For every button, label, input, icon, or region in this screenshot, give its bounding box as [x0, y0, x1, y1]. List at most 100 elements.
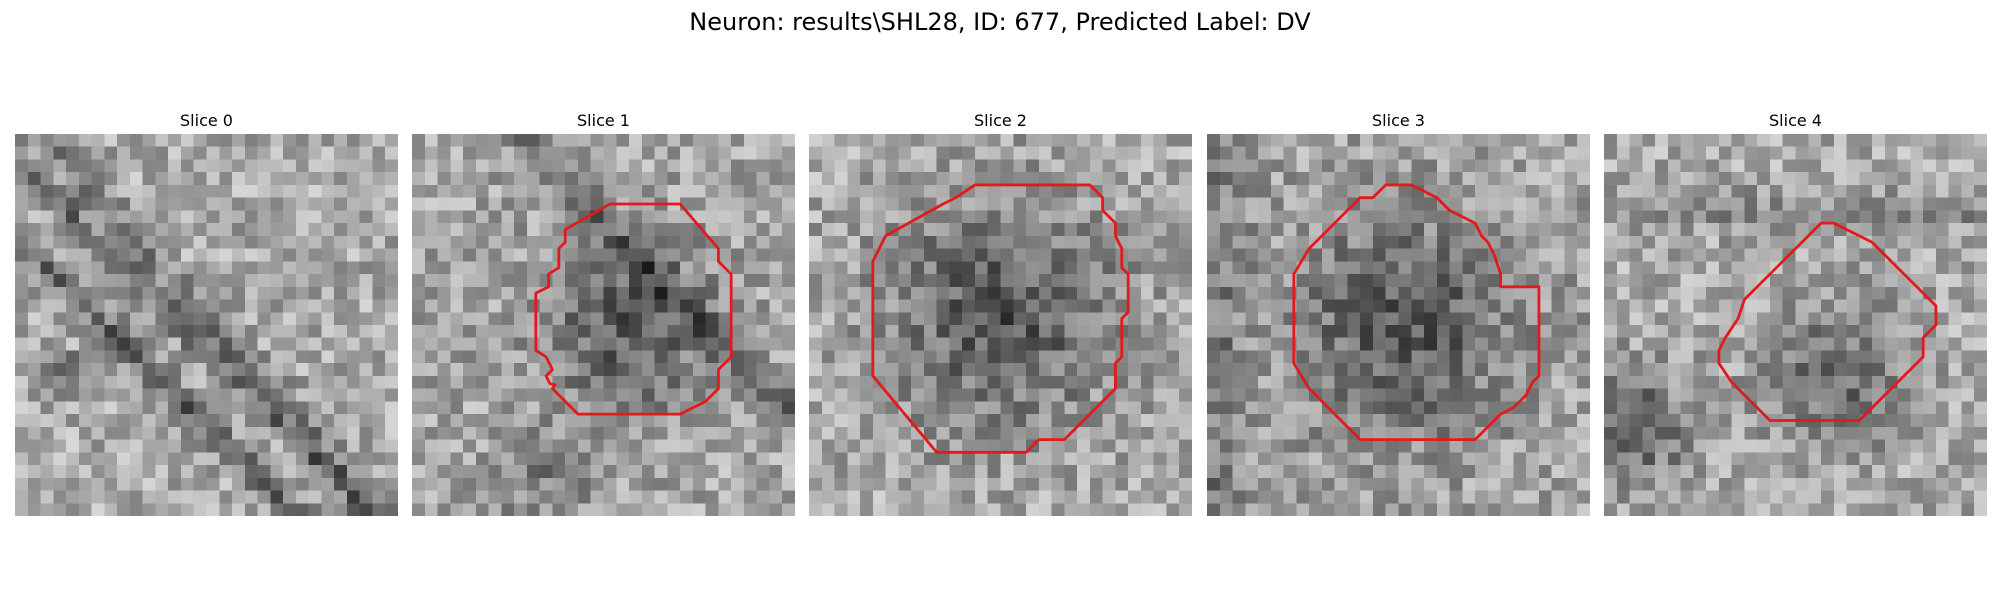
image-pixel [911, 465, 925, 479]
image-pixel [1680, 477, 1694, 491]
image-pixel [769, 452, 783, 466]
image-pixel [911, 248, 925, 262]
image-pixel [1884, 439, 1898, 453]
image-pixel [257, 350, 271, 364]
image-pixel [1179, 426, 1192, 440]
image-pixel [385, 286, 398, 300]
image-pixel [1833, 159, 1847, 173]
image-pixel [1347, 439, 1361, 453]
image-pixel [987, 235, 1001, 249]
image-pixel [66, 414, 80, 428]
image-pixel [1475, 465, 1489, 479]
image-pixel [718, 286, 732, 300]
image-pixel [1360, 363, 1374, 377]
image-pixel [40, 146, 54, 160]
image-pixel [78, 426, 92, 440]
image-pixel [1462, 503, 1476, 516]
image-pixel [590, 363, 604, 377]
image-pixel [1513, 299, 1527, 313]
image-pixel [949, 134, 963, 147]
image-pixel [91, 363, 105, 377]
image-pixel [1718, 503, 1732, 516]
image-pixel [1808, 325, 1822, 338]
image-pixel [142, 235, 156, 249]
image-pixel [718, 184, 732, 198]
image-pixel [257, 503, 271, 516]
image-pixel [1038, 490, 1052, 504]
image-pixel [974, 452, 988, 466]
image-pixel [552, 477, 566, 491]
image-pixel [1321, 235, 1335, 249]
image-pixel [232, 414, 246, 428]
image-pixel [1321, 159, 1335, 173]
image-pixel [1064, 197, 1078, 211]
image-pixel [1436, 325, 1450, 338]
image-pixel [705, 363, 719, 377]
image-pixel [680, 223, 694, 237]
image-pixel [949, 261, 963, 275]
image-pixel [834, 503, 848, 516]
image-pixel [949, 172, 963, 186]
image-pixel [1757, 388, 1771, 402]
image-pixel [359, 452, 373, 466]
image-pixel [232, 490, 246, 504]
image-pixel [180, 274, 194, 288]
image-pixel [488, 439, 502, 453]
image-pixel [346, 210, 360, 224]
image-pixel [1706, 172, 1720, 186]
image-pixel [962, 490, 976, 504]
image-pixel [1782, 465, 1796, 479]
image-pixel [1616, 134, 1630, 147]
image-pixel [488, 350, 502, 364]
image-pixel [27, 197, 41, 211]
image-pixel [590, 426, 604, 440]
image-pixel [1411, 172, 1425, 186]
image-pixel [257, 490, 271, 504]
image-pixel [232, 439, 246, 453]
image-pixel [552, 210, 566, 224]
image-pixel [1935, 274, 1949, 288]
image-pixel [104, 261, 118, 275]
image-pixel [1872, 146, 1886, 160]
image-pixel [756, 452, 770, 466]
image-pixel [809, 350, 823, 364]
image-pixel [809, 146, 823, 160]
image-pixel [1821, 134, 1835, 147]
image-pixel [168, 134, 182, 147]
image-pixel [1513, 337, 1527, 351]
image-pixel [257, 210, 271, 224]
image-pixel [283, 439, 297, 453]
image-pixel [1411, 299, 1425, 313]
image-pixel [334, 159, 348, 173]
image-pixel [667, 375, 681, 389]
image-pixel [1604, 274, 1618, 288]
image-pixel [1128, 337, 1142, 351]
image-pixel [437, 159, 451, 173]
image-pixel [949, 439, 963, 453]
image-pixel [936, 184, 950, 198]
image-pixel [1935, 414, 1949, 428]
image-pixel [577, 261, 591, 275]
image-pixel [987, 159, 1001, 173]
image-pixel [911, 452, 925, 466]
image-pixel [488, 465, 502, 479]
image-pixel [1140, 159, 1154, 173]
image-pixel [987, 337, 1001, 351]
image-pixel [616, 477, 630, 491]
image-pixel [718, 452, 732, 466]
image-pixel [847, 363, 861, 377]
image-pixel [616, 337, 630, 351]
image-pixel [923, 261, 937, 275]
image-pixel [1475, 401, 1489, 415]
image-pixel [53, 248, 67, 262]
image-pixel [91, 426, 105, 440]
image-pixel [117, 235, 131, 249]
image-pixel [206, 286, 220, 300]
image-pixel [1616, 261, 1630, 275]
image-pixel [1846, 503, 1860, 516]
image-pixel [1219, 312, 1233, 326]
image-pixel [1757, 184, 1771, 198]
image-pixel [1013, 159, 1027, 173]
image-pixel [1513, 325, 1527, 338]
image-pixel [1538, 184, 1552, 198]
